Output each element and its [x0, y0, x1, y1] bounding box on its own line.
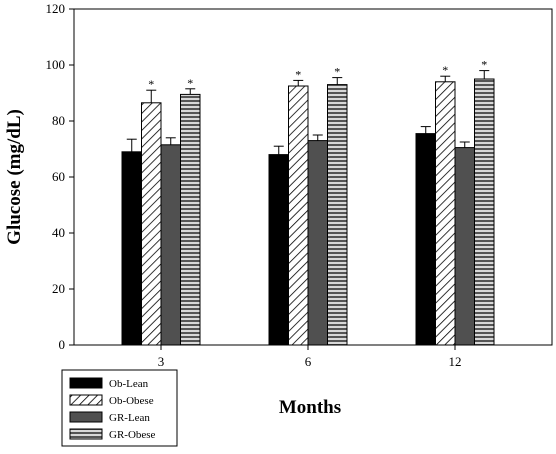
y-tick-label: 60	[52, 169, 65, 184]
y-tick-label: 120	[46, 1, 66, 16]
plot-area: 0 20 40 60 80 100 120 3 * * 6 * * 12 * *	[46, 1, 553, 369]
y-tick-label: 80	[52, 113, 65, 128]
significance-marker: *	[481, 58, 487, 72]
x-tick-label: 6	[305, 354, 312, 369]
bar-ob-obese-12	[435, 81, 456, 346]
y-tick-label: 0	[59, 337, 66, 352]
x-axis-title: Months	[279, 397, 341, 418]
legend: Ob-Lean Ob-Obese GR-Lean GR-Obese	[61, 369, 178, 447]
x-tick-label: 3	[158, 354, 165, 369]
bar-ob-lean-12	[415, 133, 436, 346]
bar-ob-lean-3	[121, 151, 142, 346]
legend-label: Ob-Lean	[109, 378, 149, 390]
legend-label: GR-Obese	[109, 429, 156, 441]
y-axis-title: Glucose (mg/dL)	[4, 109, 25, 245]
bar-gr-obese-6	[327, 84, 348, 346]
bar-ob-lean-6	[268, 154, 289, 346]
significance-marker: *	[334, 65, 340, 79]
legend-swatch	[69, 428, 103, 440]
significance-marker: *	[442, 63, 448, 77]
legend-label: GR-Lean	[109, 412, 150, 424]
bar-gr-obese-3	[180, 93, 201, 346]
legend-swatch	[69, 411, 103, 423]
bar-ob-obese-3	[141, 102, 162, 346]
significance-marker: *	[148, 77, 154, 91]
y-tick-label: 20	[52, 281, 65, 296]
bar-gr-lean-12	[454, 147, 475, 346]
x-tick-label: 12	[449, 354, 462, 369]
y-tick-label: 40	[52, 225, 65, 240]
y-tick-label: 100	[46, 57, 66, 72]
significance-marker: *	[295, 67, 301, 81]
bar-gr-lean-6	[307, 140, 328, 346]
bar-gr-obese-12	[474, 78, 495, 346]
significance-marker: *	[187, 76, 193, 90]
legend-swatch	[69, 377, 103, 389]
legend-label: Ob-Obese	[109, 395, 154, 407]
bar-ob-obese-6	[288, 85, 309, 346]
legend-swatch	[69, 394, 103, 406]
bar-gr-lean-3	[160, 144, 181, 346]
